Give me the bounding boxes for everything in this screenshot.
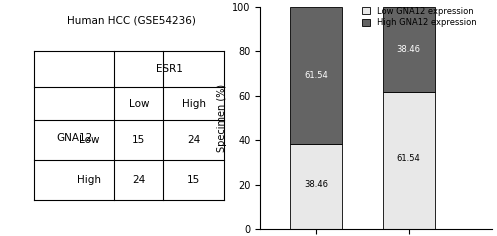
Text: 38.46: 38.46: [397, 45, 420, 54]
Text: 24: 24: [132, 175, 146, 185]
Text: High: High: [77, 175, 101, 185]
Bar: [383, 7, 434, 93]
Text: 15: 15: [187, 175, 200, 185]
Text: 38.46: 38.46: [304, 180, 328, 189]
Text: High: High: [181, 99, 206, 109]
Bar: [290, 7, 342, 143]
Text: 15: 15: [132, 135, 146, 145]
Legend: Low GNA12 expression, High GNA12 expression: Low GNA12 expression, High GNA12 express…: [362, 7, 477, 27]
Text: ESR1: ESR1: [156, 64, 183, 74]
Y-axis label: Specimen (%): Specimen (%): [217, 84, 227, 152]
Text: Low: Low: [79, 135, 99, 145]
Text: Low: Low: [129, 99, 149, 109]
Bar: [290, 143, 342, 229]
Text: Human HCC (GSE54236): Human HCC (GSE54236): [67, 16, 196, 26]
Text: GNA12: GNA12: [56, 133, 92, 143]
Text: 61.54: 61.54: [304, 71, 328, 80]
Text: 24: 24: [187, 135, 200, 145]
Bar: [383, 93, 434, 229]
Text: 61.54: 61.54: [397, 154, 420, 163]
